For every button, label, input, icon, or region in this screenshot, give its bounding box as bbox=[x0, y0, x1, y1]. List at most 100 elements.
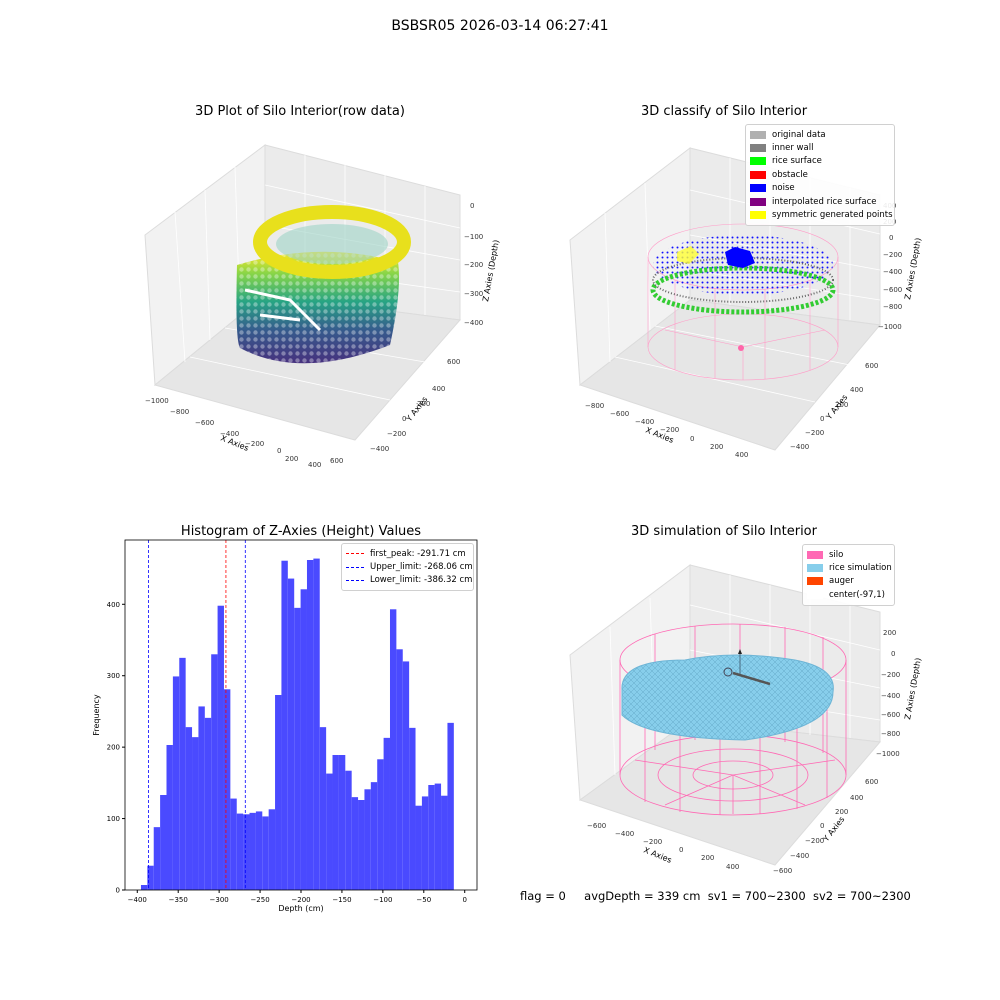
histogram-bar bbox=[345, 770, 352, 890]
histogram-bar bbox=[249, 812, 256, 890]
svg-text:−400: −400 bbox=[635, 418, 654, 426]
svg-text:−1000: −1000 bbox=[145, 397, 169, 405]
svg-text:−400: −400 bbox=[883, 268, 902, 276]
histogram-bar bbox=[370, 782, 378, 890]
histogram-bar bbox=[192, 737, 199, 890]
legend-entry: Lower_limit: -386.32 cm bbox=[346, 574, 472, 587]
histogram-bar bbox=[358, 800, 365, 890]
histogram-bar bbox=[313, 558, 320, 890]
svg-text:0: 0 bbox=[820, 415, 824, 423]
svg-text:0: 0 bbox=[679, 846, 683, 854]
x-tick-label: −50 bbox=[416, 896, 431, 904]
histogram-bar bbox=[268, 809, 276, 890]
x-tick-label: 0 bbox=[462, 896, 466, 904]
svg-text:−600: −600 bbox=[883, 286, 902, 294]
svg-text:−200: −200 bbox=[881, 671, 900, 679]
svg-text:−100: −100 bbox=[464, 233, 483, 241]
legend-entry: auger bbox=[807, 575, 890, 588]
svg-text:−600: −600 bbox=[881, 711, 900, 719]
svg-text:0: 0 bbox=[402, 415, 406, 423]
histogram-bar bbox=[447, 722, 454, 890]
status-footer: flag = 0 avgDepth = 339 cm sv1 = 700~230… bbox=[520, 889, 911, 903]
svg-text:0: 0 bbox=[470, 202, 474, 210]
svg-text:−600: −600 bbox=[773, 867, 792, 875]
x-tick-label: −250 bbox=[250, 896, 269, 904]
histogram-bar bbox=[140, 885, 148, 890]
histogram-bar bbox=[287, 578, 295, 890]
histogram-bar bbox=[179, 657, 186, 890]
sv1-value: sv1 = 700~2300 bbox=[707, 889, 806, 903]
svg-text:−200: −200 bbox=[660, 426, 679, 434]
raw-z-ticks: 0 −100 −200 −300 −400 bbox=[464, 202, 483, 327]
legend-entry: rice simulation bbox=[807, 561, 892, 574]
histogram-bar bbox=[441, 795, 448, 890]
svg-text:200: 200 bbox=[835, 808, 848, 816]
svg-text:200: 200 bbox=[701, 854, 714, 862]
histogram-bar bbox=[147, 865, 154, 890]
histogram-bar bbox=[300, 589, 307, 890]
svg-text:−800: −800 bbox=[881, 730, 900, 738]
y-tick-label: 200 bbox=[107, 744, 120, 752]
svg-text:−200: −200 bbox=[464, 261, 483, 269]
legend-entry: symmetric generated points bbox=[750, 208, 893, 221]
svg-text:400: 400 bbox=[850, 386, 863, 394]
svg-text:−200: −200 bbox=[805, 837, 824, 845]
svg-text:−600: −600 bbox=[587, 822, 606, 830]
raw-y-ticks: 600 400 200 0 −200 −400 bbox=[370, 358, 460, 453]
simulation-legend: silo rice simulation auger center(-97,1) bbox=[802, 544, 895, 606]
svg-text:200: 200 bbox=[285, 455, 298, 463]
svg-text:−800: −800 bbox=[585, 402, 604, 410]
svg-text:−400: −400 bbox=[881, 692, 900, 700]
svg-text:200: 200 bbox=[883, 629, 896, 637]
simulation-z-ticks: 200 0 −200 −400 −600 −800 −1000 bbox=[876, 629, 900, 758]
x-tick-label: −150 bbox=[332, 896, 351, 904]
histogram-bar bbox=[153, 827, 161, 890]
classify-z-label: Z Axies (Depth) bbox=[903, 237, 923, 300]
y-tick-label: 400 bbox=[107, 601, 120, 609]
histogram-bar bbox=[306, 560, 314, 890]
histogram-bar bbox=[351, 797, 359, 890]
simulation-y-label: Y Axies bbox=[821, 815, 847, 844]
histogram-bar bbox=[421, 796, 429, 890]
simulation-3d-plot: −600 −400 −200 0 200 400 600 400 200 0 −… bbox=[569, 564, 923, 875]
histogram-x-label: Depth (cm) bbox=[278, 904, 323, 913]
histogram-bar bbox=[319, 727, 327, 890]
y-tick-label: 100 bbox=[107, 815, 120, 823]
flag-value: flag = 0 bbox=[520, 889, 566, 903]
x-tick-label: −200 bbox=[291, 896, 310, 904]
svg-text:−400: −400 bbox=[464, 319, 483, 327]
classify-plot-title: 3D classify of Silo Interior bbox=[640, 104, 808, 119]
histogram-bar bbox=[243, 814, 250, 890]
legend-entry: inner wall bbox=[750, 141, 890, 154]
histogram-bar bbox=[198, 706, 205, 890]
histogram-bar bbox=[383, 737, 390, 890]
legend-entry: rice surface bbox=[750, 155, 890, 168]
histogram-bar bbox=[396, 649, 403, 890]
histogram-bar bbox=[326, 773, 333, 890]
raw-3d-plot: −1000 −800 −600 −400 −200 0 200 400 600 … bbox=[144, 144, 500, 469]
svg-text:200: 200 bbox=[835, 401, 848, 409]
histogram-bar bbox=[402, 661, 410, 890]
svg-text:−200: −200 bbox=[387, 430, 406, 438]
raw-plot-title: 3D Plot of Silo Interior(row data) bbox=[195, 104, 405, 119]
svg-text:600: 600 bbox=[330, 457, 343, 465]
histogram-bar bbox=[217, 605, 224, 890]
histogram-bar bbox=[262, 816, 269, 890]
histogram-bar bbox=[364, 789, 371, 890]
simulation-plot-title: 3D simulation of Silo Interior bbox=[631, 524, 817, 539]
svg-text:−200: −200 bbox=[245, 440, 264, 448]
legend-entry: obstacle bbox=[750, 168, 890, 181]
svg-text:400: 400 bbox=[308, 461, 321, 469]
x-tick-label: −350 bbox=[169, 896, 188, 904]
legend-entry: noise bbox=[750, 182, 890, 195]
svg-text:200: 200 bbox=[710, 443, 723, 451]
svg-text:0: 0 bbox=[891, 650, 895, 658]
legend-entry: silo bbox=[807, 548, 890, 561]
svg-text:−300: −300 bbox=[464, 290, 483, 298]
histogram-chart: −400 −350 −300 −250 −200 −150 −100 −50 0 0 100 200… bbox=[92, 539, 478, 913]
svg-text:600: 600 bbox=[865, 778, 878, 786]
classify-x-ticks: −800 −600 −400 −200 0 200 400 bbox=[585, 402, 748, 459]
x-tick-label: −100 bbox=[373, 896, 392, 904]
x-tick-label: −300 bbox=[210, 896, 229, 904]
simulation-x-ticks: −600 −400 −200 0 200 400 bbox=[587, 822, 739, 871]
